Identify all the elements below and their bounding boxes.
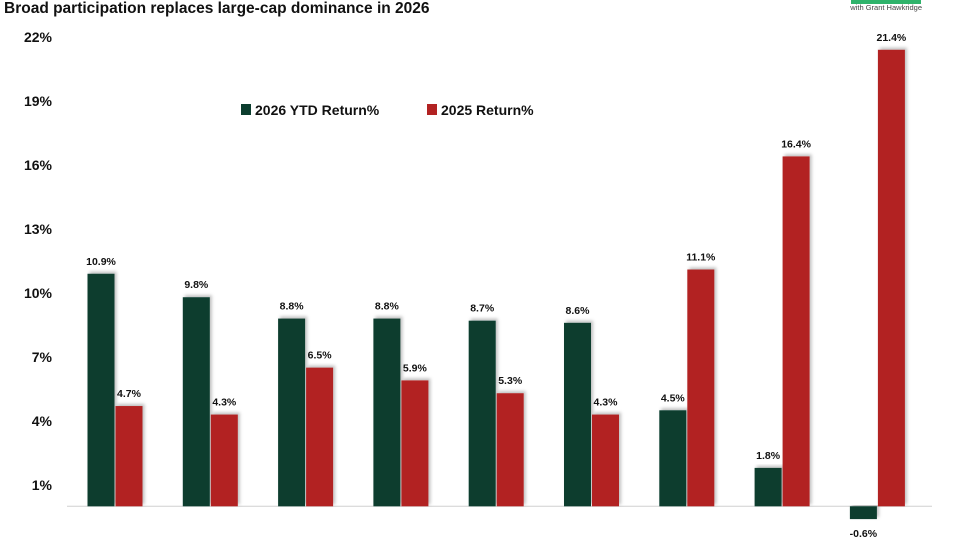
y-tick-label: 13%	[24, 221, 53, 237]
bar-2026-ytd	[849, 506, 877, 520]
legend-swatch	[241, 104, 251, 115]
bar-2026-ytd	[468, 320, 496, 507]
logo-subtitle: with Grant Hawkridge	[850, 3, 922, 12]
data-label: 8.6%	[566, 305, 591, 317]
data-label: 4.7%	[117, 388, 142, 400]
bar-2025	[306, 367, 334, 507]
data-label: 11.1%	[686, 252, 716, 264]
bar-2025	[496, 393, 524, 507]
data-label: 5.3%	[498, 375, 523, 387]
bar-2026-ytd	[373, 318, 401, 507]
y-tick-label: 19%	[24, 93, 53, 109]
logo-wordmark	[851, 0, 922, 4]
y-tick-label: 16%	[24, 157, 53, 173]
bar-2026-ytd	[754, 467, 782, 507]
legend-label: 2025 Return%	[441, 102, 534, 118]
bar-2026-ytd	[182, 297, 210, 507]
data-label: 4.3%	[212, 397, 237, 409]
legend-swatch	[427, 104, 437, 115]
data-label: 9.8%	[184, 279, 209, 291]
y-tick-label: 10%	[24, 285, 53, 301]
y-tick-label: 1%	[32, 477, 53, 493]
chart-title: Broad participation replaces large-cap d…	[4, 0, 430, 17]
data-label: 5.9%	[403, 362, 428, 374]
data-label: 16.4%	[781, 138, 811, 150]
y-tick-label: 7%	[32, 349, 53, 365]
y-tick-label: 4%	[32, 413, 53, 429]
bar-2025	[782, 156, 810, 507]
bar-2025	[210, 414, 238, 507]
logo: with Grant Hawkridge	[850, 0, 922, 12]
bar-2026-ytd	[659, 410, 687, 507]
data-label: 4.5%	[661, 392, 686, 404]
legend-label: 2026 YTD Return%	[255, 102, 380, 118]
data-label: 6.5%	[308, 350, 333, 362]
bar-2025	[687, 269, 715, 507]
data-label: 4.3%	[594, 397, 619, 409]
bar-2025	[877, 49, 905, 507]
y-tick-label: 22%	[24, 29, 53, 45]
data-label: 8.7%	[470, 303, 495, 315]
bar-2025	[592, 414, 619, 507]
bar-2025	[401, 380, 429, 507]
data-label: 1.8%	[756, 450, 781, 462]
bar-2026-ytd	[87, 273, 115, 507]
data-label: 10.9%	[86, 256, 116, 268]
bar-2025	[115, 406, 143, 507]
bar-2026-ytd	[278, 318, 306, 507]
data-label: 8.8%	[375, 301, 400, 313]
data-label: -0.6%	[850, 528, 878, 540]
data-label: 21.4%	[877, 32, 907, 44]
data-label: 8.8%	[280, 301, 305, 313]
bar-2026-ytd	[564, 322, 591, 507]
